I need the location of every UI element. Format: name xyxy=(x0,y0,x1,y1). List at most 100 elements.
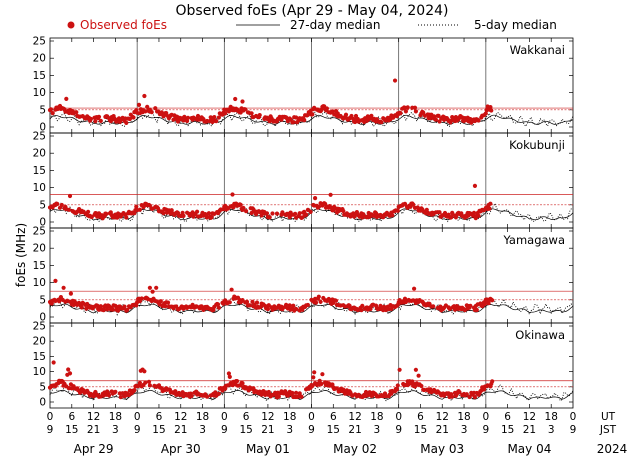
observed-point xyxy=(137,207,142,212)
observed-point xyxy=(146,379,152,384)
observed-point xyxy=(310,112,315,117)
date-label: Apr 29 xyxy=(74,442,114,456)
observed-point xyxy=(328,192,333,197)
observed-point xyxy=(324,106,329,111)
observed-point xyxy=(66,367,71,372)
observed-point xyxy=(308,209,313,214)
observed-point xyxy=(247,303,252,308)
observed-point xyxy=(313,300,319,305)
observed-point xyxy=(244,209,249,214)
observed-point xyxy=(216,305,221,310)
observed-point xyxy=(333,298,339,303)
observed-point xyxy=(317,378,322,383)
ut-tick-label: 18 xyxy=(370,411,383,423)
observed-point xyxy=(59,202,64,208)
date-label: May 04 xyxy=(507,442,551,456)
station-panel-okinawa: 0 5 10 15 20 25 Okinawa xyxy=(33,321,574,409)
observed-point xyxy=(96,114,102,119)
observed-point xyxy=(61,285,66,290)
observed-point xyxy=(488,201,493,206)
observed-point xyxy=(67,371,73,376)
observed-point xyxy=(487,206,492,211)
observed-point xyxy=(297,391,302,396)
ut-tick-label: 6 xyxy=(243,411,250,423)
ut-tick-label: 18 xyxy=(457,411,470,423)
observed-point xyxy=(244,299,250,304)
observed-point xyxy=(229,287,234,292)
ut-tick-label: 12 xyxy=(174,411,187,423)
observed-point xyxy=(98,304,103,309)
observed-point xyxy=(153,106,158,111)
observed-point xyxy=(482,301,487,307)
y-tick-label: 0 xyxy=(39,397,46,409)
observed-point xyxy=(158,299,163,304)
y-tick-label: 25 xyxy=(33,226,46,238)
date-label: May 02 xyxy=(333,442,377,456)
y-tick-label: 15 xyxy=(33,351,46,363)
observed-point xyxy=(240,381,245,386)
observed-point xyxy=(431,304,436,309)
observed-point xyxy=(122,304,127,309)
jst-tick-label: 21 xyxy=(436,424,449,436)
observed-point xyxy=(143,380,148,385)
observed-point-peak xyxy=(51,360,56,365)
observed-points xyxy=(47,78,494,125)
observed-point xyxy=(86,209,91,214)
observed-point xyxy=(195,209,200,214)
observed-point xyxy=(412,105,418,110)
observed-point xyxy=(154,285,159,290)
station-panels: 0 5 10 15 20 25 Wakkanai 0 5 10 15 20 25 Kokubunji 0 5 1… xyxy=(33,36,574,409)
jst-tick-label: 9 xyxy=(134,424,141,436)
observed-points xyxy=(47,278,495,313)
observed-point xyxy=(416,373,421,378)
y-tick-label: 5 xyxy=(39,381,46,393)
observed-point xyxy=(104,211,109,216)
jst-tick-label: 3 xyxy=(461,424,468,436)
y-tick-label: 20 xyxy=(33,336,46,348)
observed-point xyxy=(136,102,142,107)
observed-point xyxy=(451,212,456,217)
observed-point-peak xyxy=(472,183,478,188)
jst-tick-label: 15 xyxy=(65,424,78,436)
observed-point xyxy=(379,120,384,125)
ut-tick-label: 18 xyxy=(109,411,122,423)
x-axis: 0 6 12 18 0 6 12 18 0 6 12 18 0 6 12 18 0 6 12 18 0 6 12 18 09 15… xyxy=(47,411,628,456)
observed-point xyxy=(291,120,296,125)
jst-tick-label: 15 xyxy=(327,424,340,436)
ut-tick-label: 0 xyxy=(482,411,489,423)
observed-point xyxy=(264,211,270,216)
observed-point xyxy=(88,116,93,122)
observed-point xyxy=(280,210,285,215)
observed-point xyxy=(254,300,260,305)
y-tick-label: 5 xyxy=(39,199,46,211)
y-tick-label: 15 xyxy=(33,70,46,82)
observed-point xyxy=(280,307,285,312)
y-tick-label: 10 xyxy=(33,182,46,194)
observed-point xyxy=(134,303,139,308)
observed-point xyxy=(161,211,166,216)
observed-point xyxy=(274,211,280,216)
y-tick-label: 25 xyxy=(33,131,46,143)
observed-point xyxy=(395,208,400,213)
station-panel-yamagawa: 0 5 10 15 20 25 Yamagawa xyxy=(33,226,574,324)
jst-tick-label: 15 xyxy=(152,424,165,436)
observed-point xyxy=(476,118,481,123)
observed-point xyxy=(216,391,221,396)
observed-point xyxy=(483,111,488,116)
observed-point xyxy=(249,111,254,116)
observed-point xyxy=(395,383,400,388)
observed-point xyxy=(214,119,219,124)
legend-27day-label: 27-day median xyxy=(290,18,380,32)
observed-point xyxy=(405,105,410,110)
y-tick-label: 25 xyxy=(33,321,46,333)
legend-observed-label: Observed foEs xyxy=(80,18,167,32)
ut-axis-tag: UT xyxy=(601,411,616,423)
ut-tick-label: 0 xyxy=(308,411,315,423)
observed-point xyxy=(145,104,150,109)
observed-point xyxy=(93,119,98,124)
station-panel-wakkanai: 0 5 10 15 20 25 Wakkanai xyxy=(33,36,574,134)
observed-point xyxy=(302,118,307,123)
observed-point xyxy=(403,109,408,114)
year-label: 2024 xyxy=(597,442,628,456)
